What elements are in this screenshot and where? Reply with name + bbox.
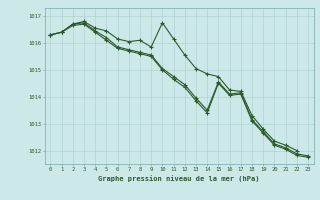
X-axis label: Graphe pression niveau de la mer (hPa): Graphe pression niveau de la mer (hPa) bbox=[99, 175, 260, 182]
